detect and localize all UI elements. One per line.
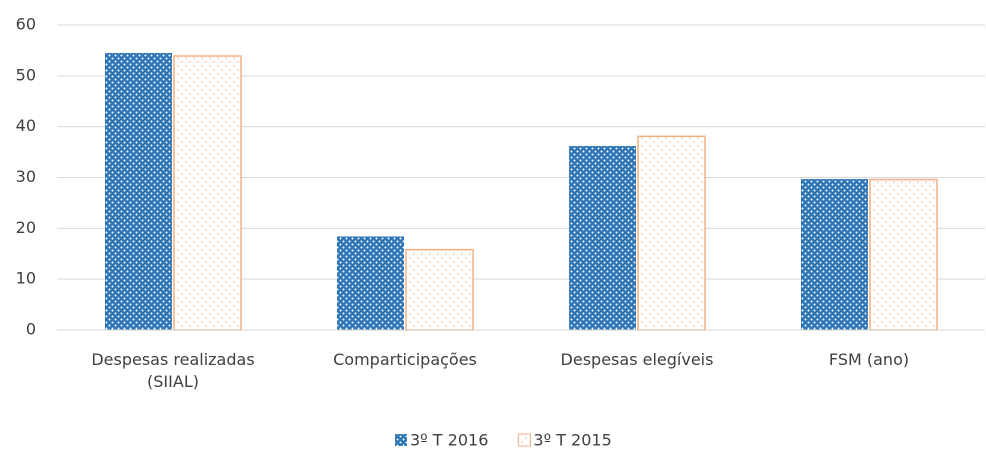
legend-swatch [517,433,531,447]
legend-label: 3º T 2015 [533,431,611,450]
legend-swatch [395,434,407,446]
y-tick-label: 30 [16,167,36,186]
y-tick-label: 20 [16,218,36,237]
bar [637,135,706,331]
y-tick-label: 50 [16,65,36,84]
x-tick-label: Comparticipações [333,350,477,369]
y-tick-label: 10 [16,269,36,288]
bar [105,52,172,330]
x-tick-label: Despesas elegíveis [560,350,714,369]
legend-label: 3º T 2016 [410,431,488,450]
y-tick-label: 60 [16,15,36,34]
bar [337,236,404,330]
y-tick-label: 0 [26,320,36,339]
x-tick-label: Despesas realizadas (SIIAL) [91,350,255,391]
bar [173,55,242,331]
bar [569,145,636,330]
bar [801,179,868,330]
bar [869,178,938,331]
bar [405,248,474,331]
y-tick-label: 40 [16,116,36,135]
x-tick-label: FSM (ano) [828,350,910,369]
